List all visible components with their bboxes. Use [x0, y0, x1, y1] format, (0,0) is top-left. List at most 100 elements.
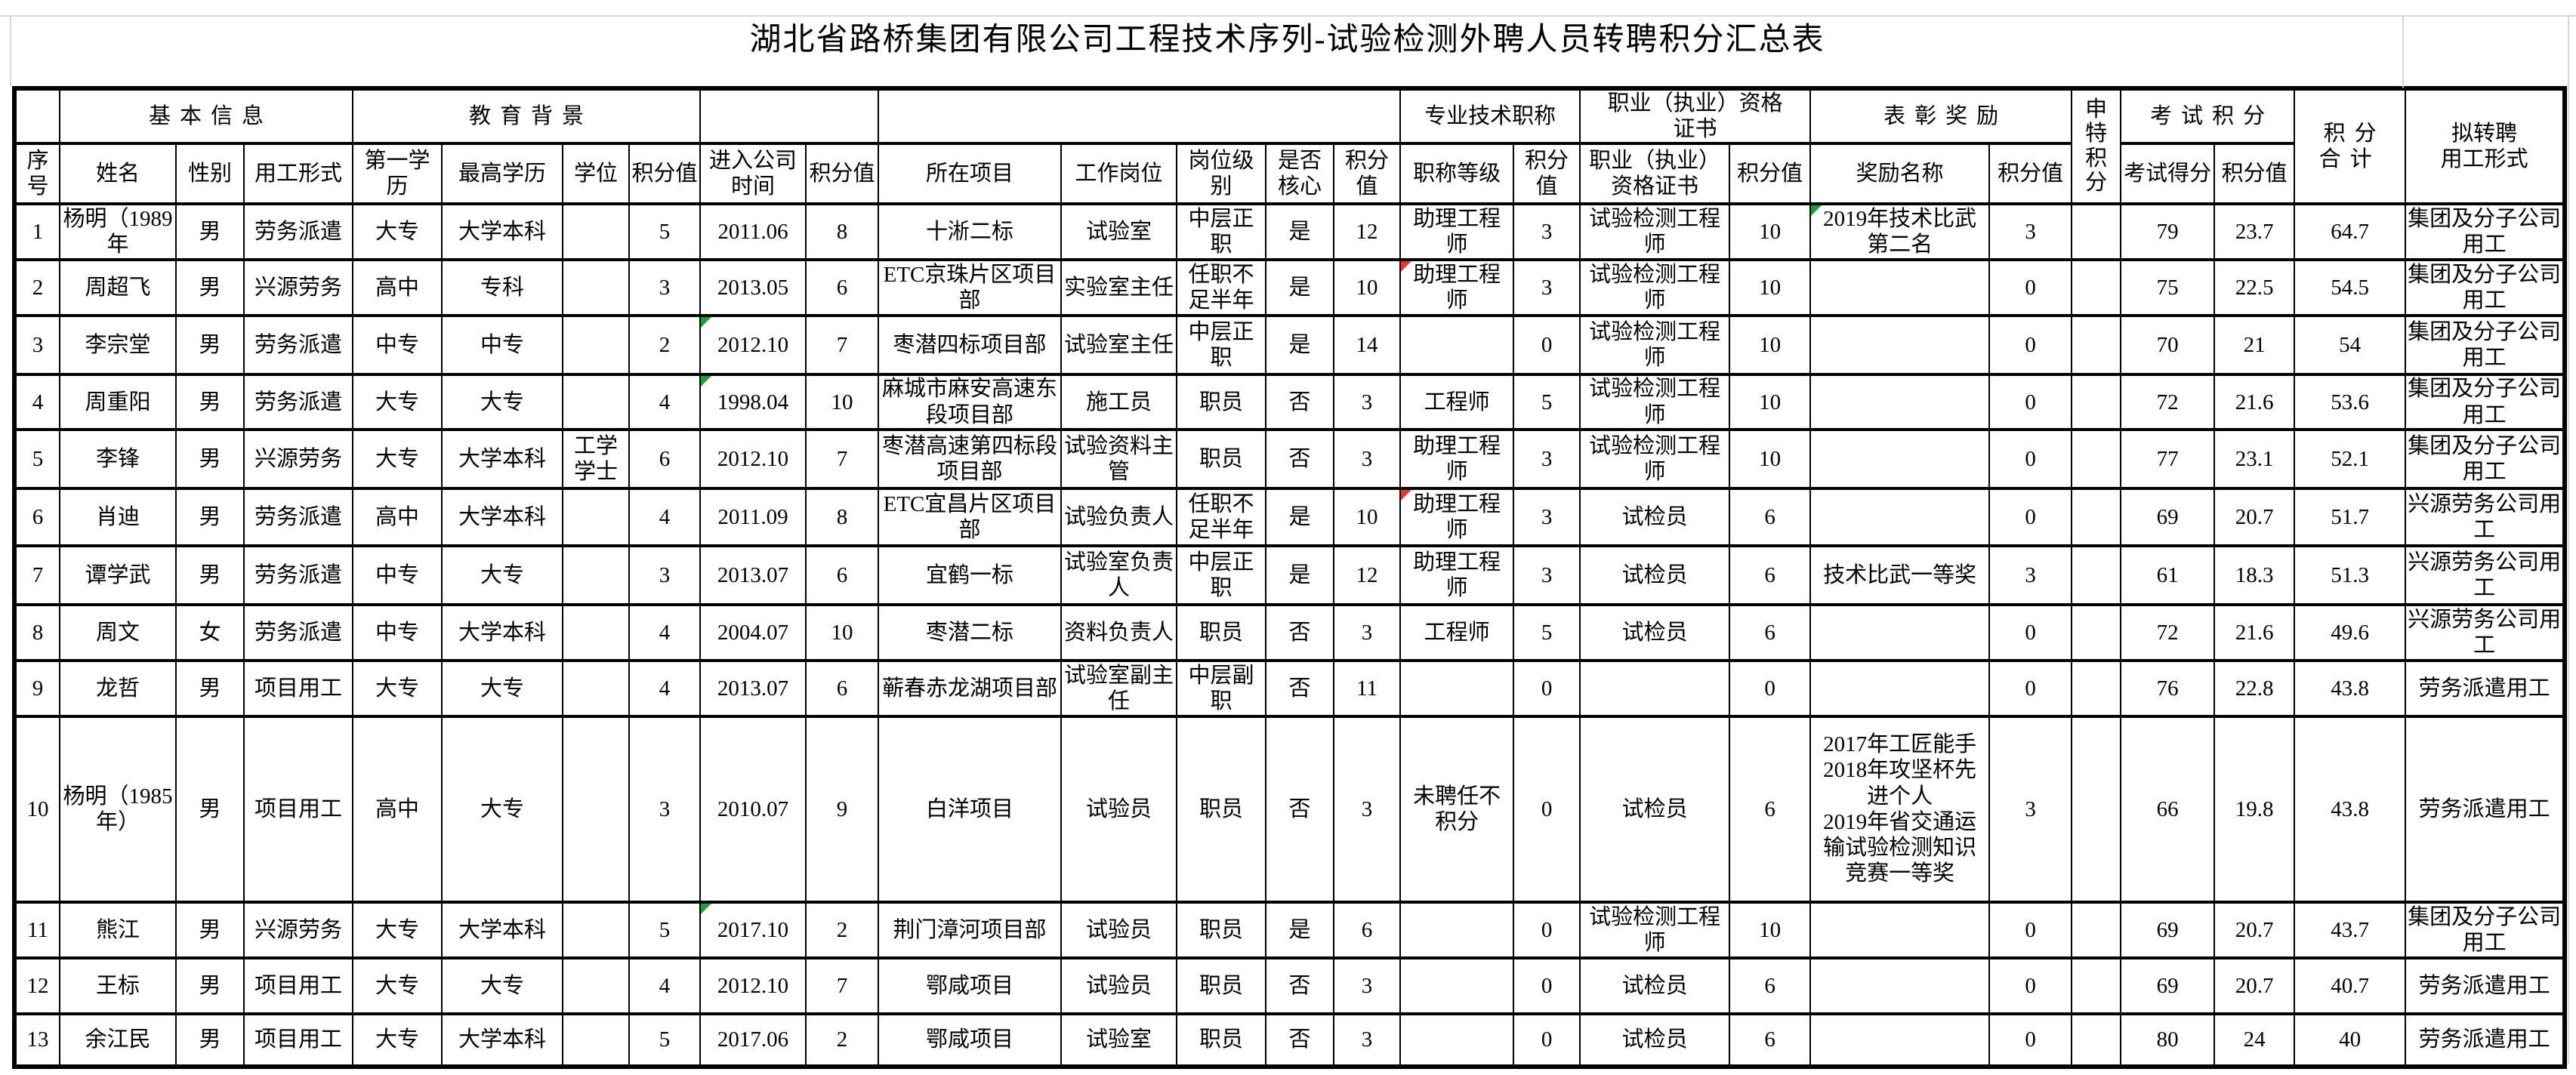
table-cell[interactable]: 劳务派遣 — [243, 544, 353, 606]
table-cell[interactable]: 9 — [805, 714, 880, 904]
group-header[interactable]: 申特积分 — [2071, 86, 2122, 206]
table-cell[interactable]: 3 — [1988, 714, 2073, 904]
table-cell[interactable]: 中层正职 — [1176, 544, 1267, 606]
table-cell[interactable]: 荆门漳河项目部 — [878, 900, 1063, 959]
table-cell[interactable]: 19.8 — [2214, 714, 2296, 904]
table-cell[interactable]: 3 — [1513, 202, 1581, 262]
table-cell[interactable]: 助理工程师 — [1399, 486, 1515, 547]
table-cell[interactable]: 中层正职 — [1176, 202, 1267, 262]
table-cell[interactable]: 53.6 — [2294, 373, 2407, 431]
table-cell[interactable]: 6 — [1729, 956, 1812, 1015]
table-cell[interactable]: 6 — [1729, 1012, 1812, 1068]
table-cell[interactable] — [1809, 1012, 1991, 1068]
table-cell[interactable]: 兴源劳务 — [243, 900, 353, 959]
column-header[interactable]: 姓名 — [59, 142, 177, 206]
table-cell[interactable]: 0 — [1988, 658, 2073, 718]
table-cell[interactable]: 集团及分子公司用工 — [2405, 373, 2566, 431]
table-cell[interactable]: 工程师 — [1399, 602, 1515, 662]
table-cell[interactable]: 大专 — [352, 956, 443, 1015]
table-cell[interactable]: 大专 — [352, 900, 443, 959]
table-cell[interactable]: 72 — [2120, 373, 2216, 431]
column-header[interactable]: 积分值 — [628, 142, 702, 206]
group-header[interactable]: 教育背景 — [351, 86, 702, 146]
table-cell[interactable]: 集团及分子公司用工 — [2405, 900, 2566, 959]
table-cell[interactable]: 21.6 — [2214, 373, 2296, 431]
table-cell[interactable]: 7 — [805, 314, 880, 377]
column-header[interactable]: 奖励名称 — [1809, 142, 1991, 206]
table-cell[interactable]: 3 — [628, 714, 702, 904]
table-cell[interactable]: 66 — [2120, 714, 2216, 904]
table-cell[interactable]: 4 — [628, 486, 702, 547]
table-cell[interactable]: 40.7 — [2294, 956, 2407, 1015]
table-cell[interactable]: 10 — [1729, 427, 1812, 490]
table-cell[interactable]: 20.7 — [2214, 486, 2296, 547]
table-cell[interactable]: 2019年技术比武第二名 — [1809, 202, 1991, 262]
table-cell[interactable]: 2 — [805, 1012, 880, 1068]
table-cell[interactable]: 男 — [175, 427, 245, 490]
table-cell[interactable]: 试检员 — [1579, 544, 1731, 606]
table-cell[interactable]: 龙哲 — [59, 658, 177, 718]
table-cell[interactable]: 是 — [1265, 544, 1335, 606]
column-header[interactable]: 积分值 — [1988, 142, 2073, 206]
table-cell[interactable]: 9 — [14, 658, 60, 718]
table-cell[interactable]: 试验检测工程师 — [1579, 314, 1731, 377]
table-cell[interactable] — [2071, 602, 2122, 662]
table-cell[interactable]: 0 — [1513, 314, 1581, 377]
table-cell[interactable] — [2071, 544, 2122, 606]
table-cell[interactable]: 14 — [1333, 314, 1402, 377]
table-cell[interactable]: 5 — [1513, 373, 1581, 431]
table-cell[interactable]: 大专 — [352, 427, 443, 490]
column-header[interactable]: 用工形式 — [243, 142, 353, 206]
table-cell[interactable]: 54.5 — [2294, 258, 2407, 318]
table-cell[interactable]: 中专 — [352, 602, 443, 662]
table-cell[interactable] — [2071, 956, 2122, 1015]
table-cell[interactable]: 61 — [2120, 544, 2216, 606]
table-cell[interactable] — [2071, 258, 2122, 318]
table-cell[interactable]: 3 — [1333, 1012, 1402, 1068]
column-header[interactable]: 积分值 — [2214, 142, 2296, 206]
table-cell[interactable]: 3 — [1513, 258, 1581, 318]
table-cell[interactable]: 试验员 — [1060, 956, 1178, 1015]
table-cell[interactable]: 3 — [1333, 602, 1402, 662]
table-cell[interactable]: 男 — [175, 202, 245, 262]
table-cell[interactable]: 0 — [1988, 258, 2073, 318]
table-cell[interactable]: 助理工程师 — [1399, 202, 1515, 262]
table-cell[interactable]: 72 — [2120, 602, 2216, 662]
table-cell[interactable]: 11 — [14, 900, 60, 959]
table-cell[interactable]: 2013.05 — [699, 258, 807, 318]
table-cell[interactable]: 男 — [175, 956, 245, 1015]
group-header[interactable]: 职业（执业）资格 证书 — [1579, 86, 1812, 146]
table-cell[interactable]: 试验检测工程师 — [1579, 900, 1731, 959]
table-cell[interactable] — [1399, 658, 1515, 718]
table-cell[interactable]: 否 — [1265, 602, 1335, 662]
table-cell[interactable] — [1809, 258, 1991, 318]
table-cell[interactable]: 6 — [1729, 714, 1812, 904]
column-header[interactable]: 序号 — [14, 142, 60, 206]
table-cell[interactable]: 男 — [175, 486, 245, 547]
table-cell[interactable]: 3 — [1333, 714, 1402, 904]
table-cell[interactable]: 18.3 — [2214, 544, 2296, 606]
table-cell[interactable]: 中层副职 — [1176, 658, 1267, 718]
table-cell[interactable]: 助理工程师 — [1399, 544, 1515, 606]
table-cell[interactable]: 试验负责人 — [1060, 486, 1178, 547]
table-cell[interactable]: 劳务派遣 — [243, 314, 353, 377]
table-cell[interactable]: 周超飞 — [59, 258, 177, 318]
table-cell[interactable]: 项目用工 — [243, 658, 353, 718]
table-cell[interactable]: 2017.10 — [699, 900, 807, 959]
table-cell[interactable]: 69 — [2120, 486, 2216, 547]
column-header[interactable]: 积分值 — [1729, 142, 1812, 206]
table-cell[interactable]: 11 — [1333, 658, 1402, 718]
table-cell[interactable]: 大学本科 — [441, 900, 563, 959]
table-cell[interactable]: 6 — [628, 427, 702, 490]
table-cell[interactable] — [1809, 373, 1991, 431]
table-cell[interactable]: 杨明（1985年） — [59, 714, 177, 904]
table-cell[interactable]: 兴源劳务公司用工 — [2405, 486, 2566, 547]
table-cell[interactable] — [1809, 956, 1991, 1015]
table-cell[interactable]: 3 — [1333, 427, 1402, 490]
table-cell[interactable]: 高中 — [352, 714, 443, 904]
table-cell[interactable]: 1998.04 — [699, 373, 807, 431]
table-cell[interactable]: 64.7 — [2294, 202, 2407, 262]
table-cell[interactable]: 劳务派遣 — [243, 202, 353, 262]
table-cell[interactable]: 4 — [14, 373, 60, 431]
column-header[interactable]: 进入公司时间 — [699, 142, 807, 206]
